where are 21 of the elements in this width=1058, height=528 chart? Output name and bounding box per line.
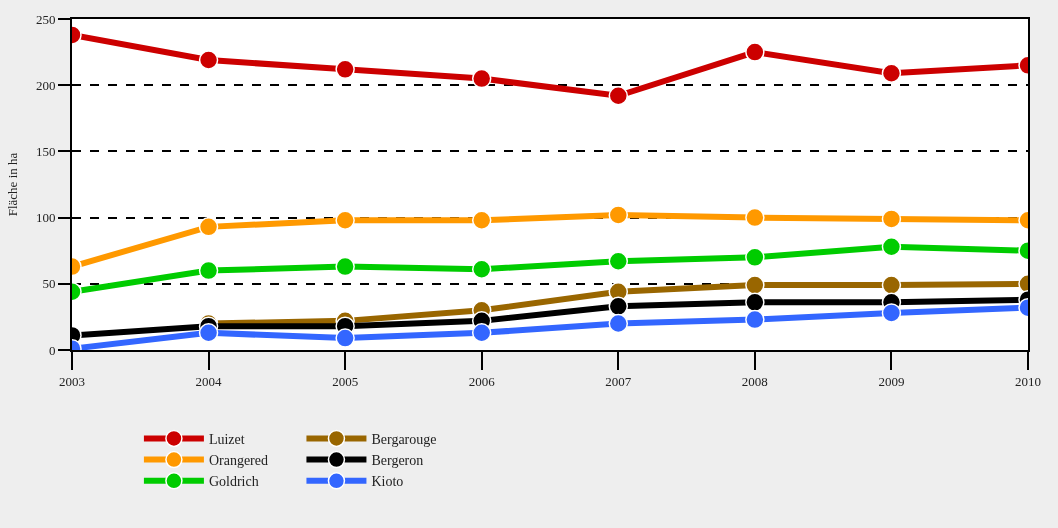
y-tick-label: 200 — [35, 77, 56, 93]
y-tick-label: 50 — [42, 276, 56, 292]
x-tick-label: 2005 — [332, 373, 359, 389]
legend-label: Bergarouge — [371, 431, 437, 447]
x-tick-label: 2009 — [878, 373, 905, 389]
y-tick-label: 0 — [48, 342, 56, 358]
x-tick-label: 2006 — [468, 373, 496, 389]
legend-label: Luizet — [208, 431, 245, 447]
y-tick-label: 250 — [35, 11, 56, 27]
x-tick-label: 2007 — [605, 373, 632, 389]
legend-label: Bergeron — [371, 453, 424, 469]
legend-label: Goldrich — [208, 474, 259, 490]
x-tick-label: 2003 — [59, 373, 85, 389]
x-tick-label: 2008 — [741, 373, 768, 389]
x-tick-label: 2004 — [195, 373, 223, 389]
y-tick-label: 150 — [35, 143, 56, 159]
y-tick-label: 100 — [35, 210, 56, 226]
y-axis-title: Fläche in ha — [5, 152, 21, 217]
x-tick-label: 2010 — [1015, 373, 1041, 389]
legend-label: Orangered — [208, 453, 268, 469]
legend-label: Kioto — [371, 474, 404, 490]
